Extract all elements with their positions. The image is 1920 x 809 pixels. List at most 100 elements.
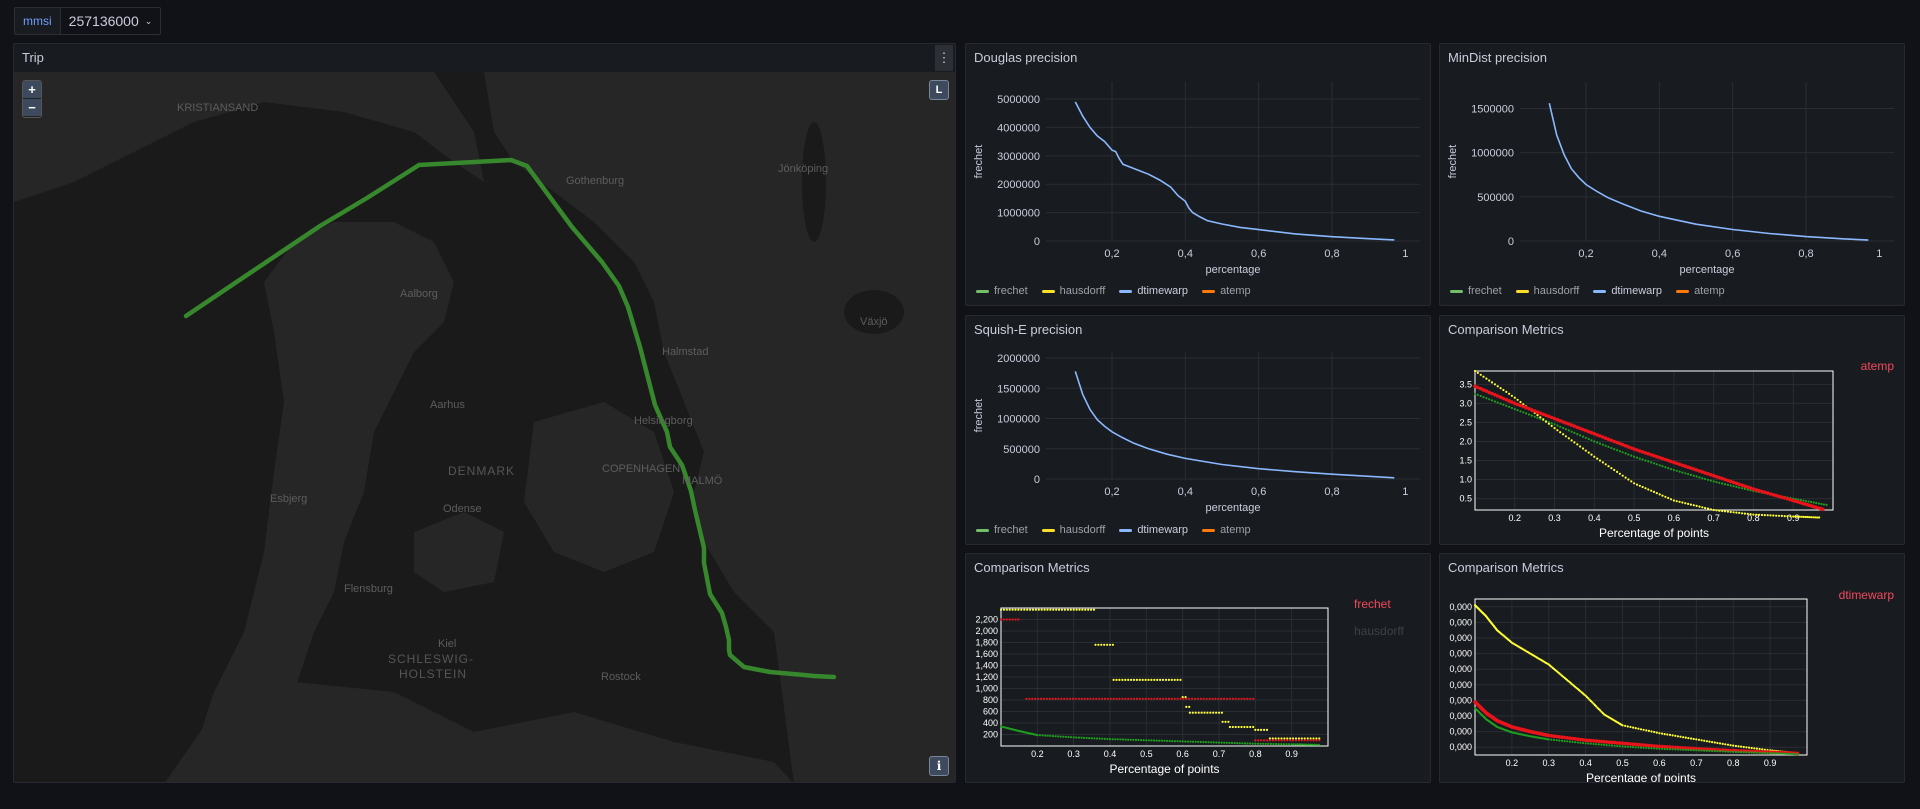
- data-point: [1630, 454, 1633, 457]
- data-point: [1011, 608, 1014, 611]
- data-point: [1496, 401, 1499, 404]
- data-point: [1581, 427, 1585, 432]
- data-point: [1547, 414, 1551, 419]
- y-tick-label: 0: [1034, 236, 1040, 248]
- x-tick-label: 0,8: [1324, 248, 1339, 260]
- data-point: [1583, 738, 1588, 742]
- data-point: [1724, 750, 1727, 753]
- x-tick-label: 0,2: [1104, 486, 1119, 498]
- douglas-chart: 0 1000000 2000000 3000000 4000000 5000000 0,2 0…: [973, 82, 1420, 276]
- legend-item-hausdorff[interactable]: hausdorff: [1041, 285, 1105, 297]
- data-point: [1553, 423, 1556, 426]
- x-tick-label: 0.5: [1616, 758, 1629, 768]
- data-point: [1318, 737, 1321, 740]
- data-point: [1664, 495, 1667, 498]
- data-point: [1142, 739, 1145, 742]
- data-point: [1607, 740, 1612, 744]
- data-point: [1686, 746, 1691, 751]
- data-point: [1189, 740, 1192, 743]
- map-label-helsingborg: Helsingborg: [634, 415, 693, 427]
- data-point: [1054, 697, 1057, 700]
- map[interactable]: KRISTIANSAND Gothenburg Jönköping Aalbor…: [14, 72, 955, 782]
- data-point: [1763, 490, 1767, 495]
- map-label-kristiansand: KRISTIANSAND: [177, 102, 259, 114]
- data-point: [1647, 488, 1650, 491]
- data-point: [1163, 739, 1166, 742]
- data-point: [1638, 449, 1642, 453]
- data-point: [1516, 398, 1519, 401]
- y-tick-label: 800: [983, 695, 998, 705]
- legend-item-hausdorff[interactable]: hausdorff: [1515, 285, 1579, 297]
- data-point: [1005, 618, 1008, 621]
- data-point: [1237, 725, 1240, 729]
- data-point: [1637, 746, 1640, 749]
- data-point: [1581, 435, 1585, 438]
- data-point: [1272, 742, 1275, 746]
- data-point: [1292, 739, 1295, 742]
- x-tick-label: 1: [1402, 248, 1408, 260]
- panel-menu-icon[interactable]: ⋮: [935, 45, 953, 71]
- legend-item-atemp[interactable]: atemp: [1676, 285, 1725, 297]
- zoom-in-button[interactable]: +: [23, 81, 41, 99]
- legend-item-frechet[interactable]: frechet: [976, 285, 1028, 297]
- info-button[interactable]: i: [929, 756, 949, 776]
- zoom-out-button[interactable]: −: [23, 99, 41, 117]
- data-point: [1516, 409, 1519, 412]
- series-label-frechet[interactable]: frechet: [1354, 597, 1391, 611]
- data-point: [1150, 678, 1153, 681]
- legend-item-dtimewarp[interactable]: dtimewarp: [1119, 524, 1188, 536]
- layer-toggle-button[interactable]: L: [929, 80, 949, 100]
- legend-item-dtimewarp[interactable]: dtimewarp: [1119, 285, 1188, 297]
- data-point: [1485, 377, 1488, 380]
- data-point: [1684, 472, 1687, 475]
- legend-item-atemp[interactable]: atemp: [1202, 285, 1251, 297]
- data-point: [1482, 375, 1485, 378]
- data-point: [1626, 745, 1629, 748]
- data-point: [1567, 422, 1571, 426]
- legend-item-frechet[interactable]: frechet: [976, 524, 1028, 536]
- data-point: [1225, 741, 1228, 744]
- legend-item-hausdorff[interactable]: hausdorff: [1041, 524, 1105, 536]
- data-point: [1191, 740, 1195, 743]
- data-point: [1806, 515, 1809, 519]
- data-point: [1186, 740, 1189, 743]
- data-point: [1643, 451, 1648, 455]
- legend-item-frechet[interactable]: frechet: [1450, 285, 1502, 297]
- data-point: [999, 618, 1003, 621]
- data-point: [1556, 429, 1559, 432]
- y-tick-label: 1,400: [975, 661, 998, 671]
- data-point: [1490, 399, 1494, 402]
- data-point: [1593, 440, 1596, 443]
- legend-swatch: [1041, 289, 1055, 293]
- x-tick-label: 0.2: [1506, 758, 1519, 768]
- data-point: [1763, 514, 1766, 517]
- data-point: [1501, 396, 1506, 401]
- series-label-hausdorff[interactable]: hausdorff: [1354, 624, 1404, 638]
- series-label-atemp[interactable]: atemp: [1860, 359, 1894, 373]
- data-point: [1129, 738, 1132, 741]
- data-point: [1638, 457, 1641, 460]
- data-point: [1700, 470, 1705, 474]
- data-point: [1672, 499, 1675, 502]
- legend-item-atemp[interactable]: atemp: [1202, 524, 1251, 536]
- data-point: [1644, 487, 1647, 490]
- data-point: [1667, 467, 1670, 470]
- series-line-dtimewarp: [1074, 101, 1395, 241]
- legend-label: dtimewarp: [1611, 285, 1663, 297]
- variable-select[interactable]: 257136000 ⌄: [60, 7, 162, 35]
- y-tick-label: 1,200: [975, 672, 998, 682]
- map-label-kiel: Kiel: [438, 638, 457, 650]
- series-label-dtimewarp[interactable]: dtimewarp: [1838, 588, 1894, 602]
- data-point: [1697, 738, 1701, 741]
- data-point: [1210, 741, 1213, 744]
- data-point: [1633, 455, 1636, 458]
- data-point: [1547, 733, 1551, 738]
- legend-item-dtimewarp[interactable]: dtimewarp: [1593, 285, 1662, 297]
- legend-swatch: [976, 528, 989, 532]
- data-point: [1815, 501, 1818, 505]
- data-point: [1718, 481, 1721, 484]
- data-point: [1671, 748, 1674, 751]
- data-point: [1562, 735, 1567, 740]
- data-point: [1742, 745, 1745, 749]
- data-point: [1613, 448, 1616, 451]
